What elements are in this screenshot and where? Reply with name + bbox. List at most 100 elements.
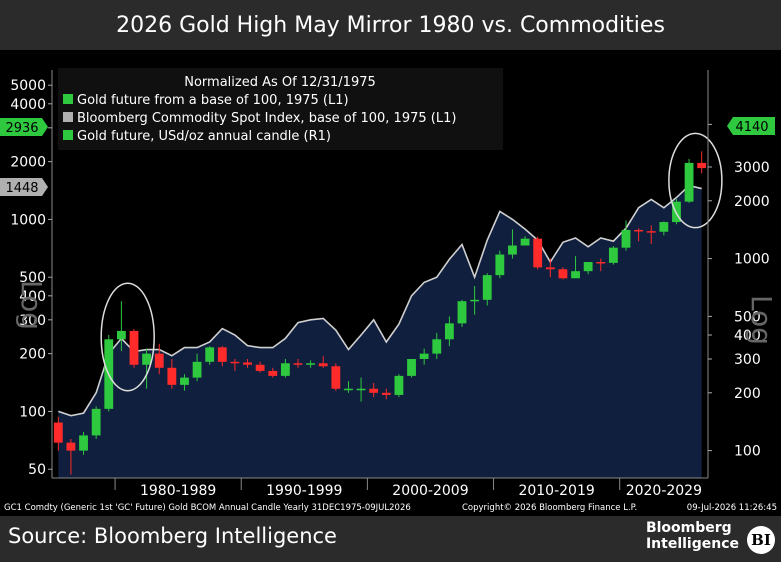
candle-body [79,435,88,451]
left-tick-label: 500 [19,270,46,286]
tag-commodity-left-value: 1448 [5,181,38,196]
footnote-copyright: Copyright© 2026 Bloomberg Finance L.P. [462,503,637,513]
right-tick-label: 200 [734,386,761,402]
footnote-left: GC1 Comdty (Generic 1st 'GC' Future) Gol… [4,503,411,513]
commodity-index-line [58,184,702,417]
tag-commodity-left [0,178,48,196]
candle-body [142,353,152,365]
candle-body [91,408,101,436]
candle-body [495,254,505,276]
tag-gold-right [727,117,775,135]
right-tick-label: 100 [734,444,761,460]
left-tick-label: 200 [19,347,46,363]
left-tick-label: 4000 [10,97,46,113]
candle-body [205,347,215,362]
brand-line-1: Bloomberg [645,520,732,536]
decade-label: 1980-1989 [140,483,216,499]
candle-body [280,363,290,376]
left-tick-label: 400 [19,289,46,305]
candle-body [217,347,227,362]
highlight-ellipse [668,132,723,229]
candle-body [331,366,341,389]
left-tick-label: 5000 [10,78,46,94]
legend-item-commodity: Bloomberg Commodity Spot Index, base of … [77,111,456,126]
candle-body [470,299,480,302]
left-tick-label: 100 [19,404,46,420]
candle-body [432,339,442,354]
candle-body [394,375,404,395]
candle-body [407,358,416,376]
footer: Source: Bloomberg Intelligence Bloomberg… [0,516,781,562]
right-tick-label: 1000 [734,252,770,268]
candle-body [243,362,252,365]
candle-body [444,323,454,340]
tag-gold-right-value: 4140 [735,120,768,135]
chart-area: 50 100 200 300 400 500 1000 2000 3000 4000 5000 10… [0,50,781,516]
right-tick-label: 2000 [734,194,770,210]
candle-body [583,262,593,272]
candle-body [268,370,278,376]
candle-body [482,275,492,300]
legend-title: Normalized As Of 12/31/1975 [184,75,376,90]
candle-body [672,201,681,223]
candle-body [293,363,303,365]
candle-body [571,271,580,279]
candle-body [154,353,164,368]
candle-body [634,229,644,232]
right-tick-label: 300 [734,352,761,368]
decade-label: 2010-2019 [518,483,594,499]
left-tick-label: 2000 [10,155,46,171]
candle-body [66,442,76,451]
candle-body [608,247,618,263]
right-tick-label: 3000 [734,160,770,176]
tag-gold-left-value: 2936 [5,121,38,136]
legend-swatch-gold [63,94,73,104]
legend-box [58,68,503,150]
candle-body [508,245,517,255]
candle-body [306,363,316,365]
last-value-tags: 2936 1448 4140 [0,117,775,196]
candle-body [621,229,631,248]
legend-item-gold: Gold future from a base of 100, 1975 (L1… [77,93,349,108]
legend-swatch-commodity [63,112,73,122]
tag-gold-left [0,118,48,136]
candle-body [116,330,126,340]
legend-swatch-candle [63,130,73,140]
brand-logo-text: Bloomberg Intelligence [646,520,739,552]
candle-body [659,222,669,232]
decade-label: 2020-2029 [626,483,702,499]
candle-body [457,301,467,324]
decade-label: 1990-1999 [266,483,342,499]
highlight-ellipse [100,282,155,392]
candle-body [53,422,63,443]
highlight-layer [100,132,723,392]
candle-body [180,377,189,385]
candle-body [381,392,391,395]
left-axis: 5010020030040050010002000300040005000 [10,70,53,478]
footnote-timestamp: 09-Jul-2026 11:26:45 [687,503,777,513]
candle-body [344,388,353,391]
legend-item-candle: Gold future, USd/oz annual candle (R1) [77,129,331,144]
candle-body [697,162,707,169]
candle-body [356,388,366,391]
decade-label: 2000-2009 [392,483,468,499]
candle-body [533,238,543,268]
left-tick-label: 1000 [10,212,46,228]
legend: Normalized As Of 12/31/1975 Gold future … [58,68,503,150]
candle-body [646,231,656,233]
candle-body [318,363,328,367]
left-tick-label: 300 [19,313,46,329]
right-tick-label: 500 [734,309,761,325]
gold-vs-commodities-chart: 50 100 200 300 400 500 1000 2000 3000 4000 5000 10… [0,50,781,516]
candle-body [684,162,694,202]
candle-body [419,353,429,359]
candle-body [230,361,240,364]
candle-body [545,267,555,270]
candle-body [596,262,606,264]
candle-body [369,388,379,393]
chart-title: 2026 Gold High May Mirror 1980 vs. Commo… [0,0,781,50]
candle-body [167,367,177,385]
candle-body [558,269,568,279]
x-axis: 1980-1989 1990-1999 2000-2009 2010-2019 2020… [52,477,708,499]
brand-line-2: Intelligence [645,536,739,552]
